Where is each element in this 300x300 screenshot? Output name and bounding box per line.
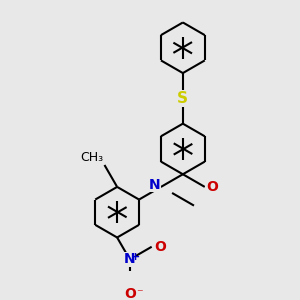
Text: O: O xyxy=(154,240,166,254)
Text: ⁻: ⁻ xyxy=(136,287,142,300)
Text: N: N xyxy=(149,178,161,192)
Text: +: + xyxy=(131,252,140,262)
Text: O: O xyxy=(124,287,136,300)
Text: H: H xyxy=(148,178,158,191)
Text: O: O xyxy=(206,180,218,194)
Text: N: N xyxy=(124,252,136,266)
Text: S: S xyxy=(177,91,188,106)
Text: CH₃: CH₃ xyxy=(80,151,103,164)
